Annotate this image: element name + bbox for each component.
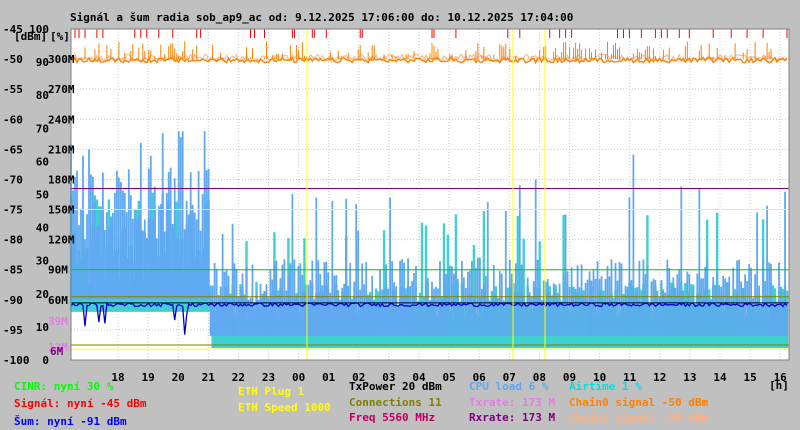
y-tick-percent: 40	[36, 222, 49, 235]
x-tick-hour: 05	[442, 371, 455, 384]
x-tick-hour: 09	[563, 371, 576, 384]
x-tick-hour: 00	[292, 371, 305, 384]
x-tick-hour: 20	[172, 371, 185, 384]
x-tick-hour: 10	[593, 371, 606, 384]
y-tick-rate: 180M	[48, 173, 75, 186]
legend-eth-speed: ETH Speed 1000	[238, 401, 331, 414]
x-tick-hour: 02	[352, 371, 365, 384]
legend-txrate: Txrate: 173 M	[469, 396, 556, 409]
x-tick-hour: 12	[653, 371, 666, 384]
legend-cpu: CPU load 6 %	[469, 380, 549, 393]
legend-cinr: CINR: nyní 30 %	[14, 380, 114, 393]
plot-frame	[70, 28, 790, 361]
y-tick-dbm: -75	[3, 204, 23, 217]
y-tick-percent: 50	[36, 189, 49, 202]
y-tick-rate: 240M	[48, 113, 75, 126]
y-tick-dbm: -100	[3, 354, 30, 367]
x-tick-hour: 22	[232, 371, 245, 384]
legend-chain0: Chain0 signal -50 dBm	[569, 396, 709, 409]
x-tick-hour: 11	[623, 371, 637, 384]
y-tick-dbm: -45	[3, 23, 23, 36]
y-tick-rate: 6M	[50, 345, 64, 358]
y-tick-rate: 39M	[48, 315, 68, 328]
x-tick-hour: 13	[683, 371, 696, 384]
y-tick-percent: 60	[36, 155, 49, 168]
y-tick-percent: 20	[36, 288, 49, 301]
y-tick-rate: 13M	[48, 341, 68, 354]
y-tick-dbm: -85	[3, 264, 23, 277]
legend-txpower: TxPower 20 dBm	[349, 380, 442, 393]
x-tick-hour: 21	[202, 371, 216, 384]
x-tick-hour: 15	[743, 371, 756, 384]
y-tick-percent: 80	[36, 89, 49, 102]
x-tick-hour: 19	[141, 371, 154, 384]
y-tick-dbm: -60	[3, 113, 23, 126]
x-tick-hour: 06	[473, 371, 487, 384]
y-tick-percent: 10	[36, 321, 49, 334]
legend-connections: Connections 11	[349, 396, 442, 409]
legend-airtime: Airtime 1 %	[569, 380, 642, 393]
series-chain1	[70, 52, 788, 63]
x-tick-hour: 01	[322, 371, 336, 384]
y-tick-dbm: -55	[3, 83, 23, 96]
chart-title: Signál a šum radia sob_ap9_ac od: 9.12.2…	[70, 11, 574, 24]
x-tick-hour: 14	[713, 371, 727, 384]
y-tick-rate: 150M	[48, 204, 75, 217]
y-tick-dbm: -90	[3, 294, 23, 307]
x-tick-hour: 23	[262, 371, 275, 384]
series-signal	[74, 29, 788, 38]
legend-freq: Freq 5560 MHz	[349, 411, 436, 424]
series-noise	[70, 301, 788, 335]
y-tick-percent: 30	[36, 255, 49, 268]
y-tick-dbm: -50	[3, 53, 23, 66]
x-tick-hour: 18	[111, 371, 124, 384]
y-tick-dbm: -95	[3, 324, 23, 337]
y-tick-dbm: -70	[3, 173, 23, 186]
y-tick-dbm: -65	[3, 143, 23, 156]
x-tick-hour: 16	[774, 371, 788, 384]
legend-signal: Signál: nyní -45 dBm	[14, 397, 147, 410]
y-tick-rate: 210M	[48, 143, 75, 156]
series-chain0	[70, 56, 788, 65]
y-tick-rate: 270M	[48, 83, 75, 96]
y-tick-percent: 0	[42, 354, 49, 367]
series-chain-spikes	[84, 41, 784, 60]
y-tick-percent: 70	[36, 122, 49, 135]
y-tick-rate: 300M	[48, 53, 75, 66]
x-tick-hour: 08	[533, 371, 546, 384]
x-tick-hour: 03	[382, 371, 395, 384]
legend-eth-plug: ETH Plug 1	[238, 385, 305, 398]
legend-noise: Šum: nyní -91 dBm	[14, 415, 127, 428]
y-tick-percent: 90	[36, 56, 49, 69]
x-tick-hour: 07	[503, 371, 516, 384]
legend-chain1: Chain1 signal -50 dBm	[569, 411, 709, 424]
legend-rxrate: Rxrate: 173 M	[469, 411, 556, 424]
y-tick-dbm: -80	[3, 234, 23, 247]
x-tick-hour: 04	[412, 371, 426, 384]
y-unit-dbm: [dBm]	[14, 30, 47, 43]
y-tick-rate: 90M	[48, 264, 68, 277]
y-tick-rate: 60M	[48, 294, 68, 307]
y-tick-rate: 120M	[48, 234, 75, 247]
x-unit-hours: [h]	[769, 379, 789, 392]
y-tick-percent: 100	[29, 23, 49, 36]
y-unit-percent: [%]	[50, 30, 70, 43]
